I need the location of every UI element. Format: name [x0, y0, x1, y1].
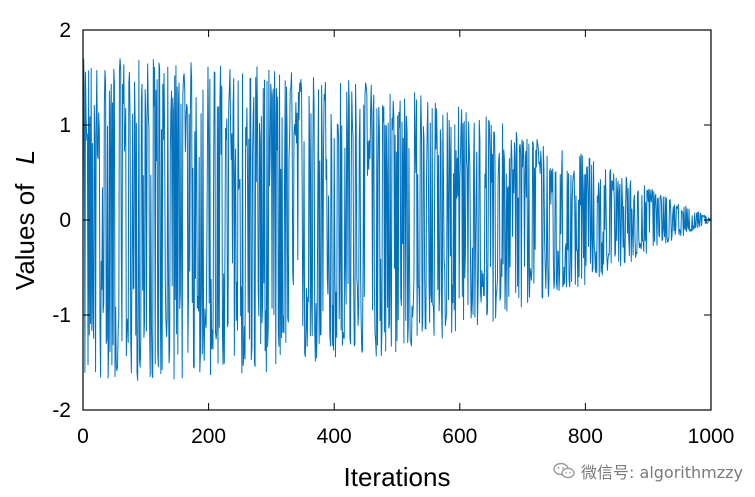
x-tick-label: 800	[568, 425, 603, 448]
watermark-text: 微信号: algorithmzzy	[581, 463, 743, 482]
ticks-layer: 0 200 400 600 800 1000 -2 -1 0 1 2	[52, 19, 734, 448]
y-tick-label: 2	[59, 19, 71, 42]
y-tick-label: 1	[59, 114, 71, 137]
x-tick-label: 600	[442, 425, 477, 448]
y-tick-label: 0	[59, 209, 71, 232]
x-tick-label: 0	[77, 425, 89, 448]
x-tick-label: 200	[191, 425, 226, 448]
watermark: 微信号: algorithmzzy	[553, 459, 743, 483]
x-axis-label: Iterations	[344, 462, 451, 492]
x-tick-label: 400	[317, 425, 352, 448]
series-line	[82, 58, 712, 381]
y-axis-label-prefix: Values of	[10, 183, 40, 290]
series-layer	[82, 58, 712, 381]
y-axis-label: Values of L	[10, 150, 40, 290]
y-tick-label: -1	[52, 304, 71, 327]
y-axis-label-variable: L	[10, 150, 40, 164]
x-tick-label: 1000	[688, 425, 735, 448]
y-tick-label: -2	[52, 399, 71, 422]
wechat-icon	[553, 462, 575, 479]
